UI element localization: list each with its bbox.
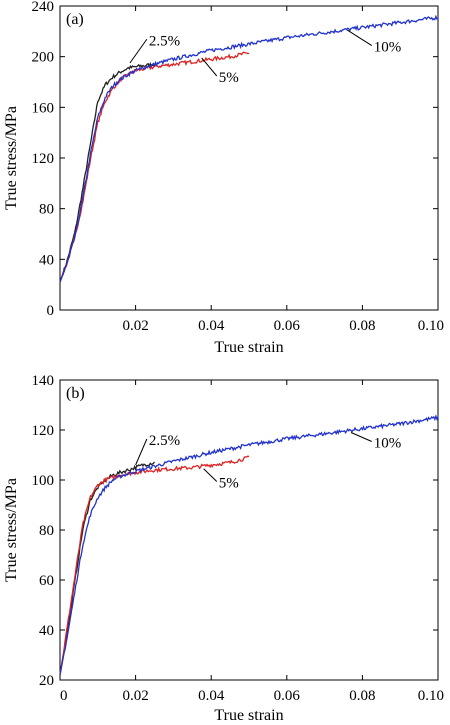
x-axis-title-b: True strain [214,707,283,724]
annotations-b: 2.5% 5% 10% [135,432,402,492]
annotation-leader-b-1 [203,468,218,482]
y-ticks-a: 0 40 80 120 160 200 240 [32,0,438,319]
y-tick-label-b-1: 40 [39,623,54,639]
x-tick-label-b-4: 0.08 [349,688,375,704]
y-tick-label-a-3: 120 [32,151,55,167]
x-axis-title-a: True strain [214,339,283,356]
x-tick-label-a-0: 0.02 [122,318,148,334]
x-ticks-b: 0 0.02 0.04 0.06 0.08 0.10 [59,380,444,704]
x-tick-label-b-0: 0 [60,688,68,704]
x-tick-label-b-1: 0.02 [122,688,148,704]
series-lines-b [59,414,439,676]
panel-label-b: (b) [66,385,85,402]
y-ticks-b: 20 40 60 80 100 120 140 [32,373,438,689]
annotation-label-a-2: 10% [374,40,402,56]
annotation-leader-a-2 [347,29,373,47]
y-axis-title-a: True stress/MPa [3,106,20,210]
y-axis-title-b: True stress/MPa [3,478,20,582]
annotation-leader-b-0 [135,438,148,466]
annotations-a: 2.5% 5% 10% [129,29,402,86]
annotation-leader-a-1 [201,57,218,77]
annotation-label-b-1: 5% [219,476,239,492]
annotation-label-a-1: 5% [219,70,239,86]
x-tick-label-a-3: 0.08 [349,318,375,334]
y-tick-label-b-6: 140 [32,373,55,389]
y-tick-label-a-0: 0 [47,303,55,319]
y-tick-label-b-0: 20 [39,673,54,689]
y-tick-label-a-4: 160 [32,100,55,116]
series-line-a-2 [59,14,439,283]
annotation-label-b-0: 2.5% [149,433,180,449]
annotation-leader-a-0 [129,38,148,64]
annotation-label-b-2: 10% [374,436,402,452]
series-line-b-1 [59,455,250,676]
y-tick-label-a-6: 240 [32,0,55,15]
x-tick-label-a-1: 0.04 [198,318,225,334]
y-tick-label-b-2: 60 [39,573,54,589]
series-line-b-0 [59,461,156,676]
annotation-leader-b-2 [350,432,372,442]
y-tick-label-b-3: 80 [39,523,54,539]
x-tick-label-b-2: 0.04 [198,688,225,704]
y-tick-label-b-5: 120 [32,423,55,439]
x-tick-label-a-2: 0.06 [274,318,301,334]
x-tick-label-b-3: 0.06 [274,688,301,704]
y-tick-label-a-5: 200 [32,50,55,66]
annotation-label-a-0: 2.5% [149,33,180,49]
y-tick-label-a-1: 40 [39,252,54,268]
y-tick-label-a-2: 80 [39,202,54,218]
chart-panel-a: 0 40 80 120 160 200 240 0.02 0.04 0.06 0.08 0.10 2… [3,0,444,356]
series-line-a-0 [59,61,155,283]
x-tick-label-a-4: 0.10 [418,318,444,334]
y-tick-label-b-4: 100 [32,473,55,489]
x-ticks-a: 0.02 0.04 0.06 0.08 0.10 [122,6,444,334]
series-lines-a [59,14,439,283]
series-line-b-2 [59,414,439,676]
panel-label-a: (a) [66,11,84,28]
x-tick-label-b-5: 0.10 [418,688,444,704]
series-line-a-1 [59,51,250,283]
